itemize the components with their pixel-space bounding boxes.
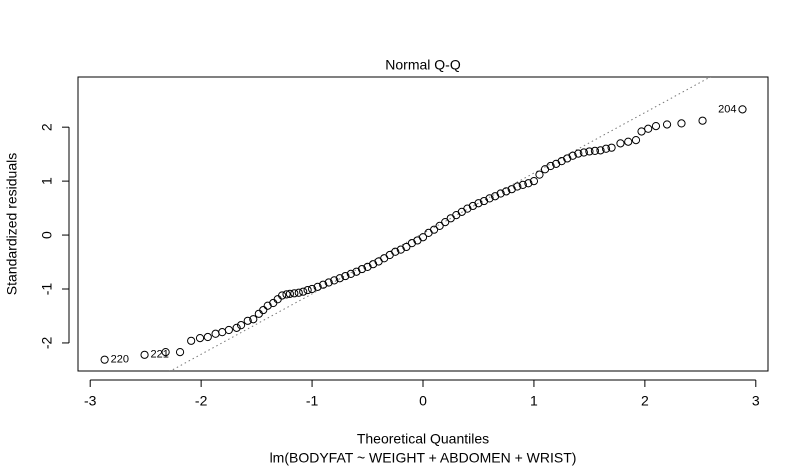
point (518, 180, 527, 189)
point (285, 289, 294, 298)
point (335, 274, 344, 283)
point (299, 287, 308, 296)
point (418, 233, 428, 242)
point (249, 315, 258, 324)
point (624, 137, 633, 146)
x-tick-label: 2 (641, 393, 649, 409)
point (187, 336, 196, 345)
point (616, 139, 625, 148)
point-label: 204 (718, 103, 736, 115)
point (303, 285, 312, 295)
point (698, 116, 707, 125)
point (243, 316, 252, 325)
point (546, 161, 555, 171)
point (596, 146, 605, 155)
subtitle: lm(BODYFAT ~ WEIGHT + ABDOMEN + WRIST) (270, 450, 577, 466)
point (391, 247, 400, 256)
point (330, 276, 339, 285)
point (294, 288, 303, 297)
point (282, 290, 291, 299)
y-tick-label: 2 (39, 123, 55, 131)
point (313, 282, 322, 291)
point (140, 350, 149, 359)
point (346, 269, 355, 278)
point (290, 289, 299, 298)
point (662, 120, 672, 129)
point (644, 124, 653, 133)
point (529, 177, 539, 186)
point (441, 218, 450, 227)
point (574, 149, 583, 158)
point (278, 291, 287, 300)
point (738, 105, 747, 114)
point (513, 182, 522, 191)
point (677, 119, 686, 128)
point (502, 187, 511, 196)
point (232, 323, 241, 332)
point-label: 221 (151, 349, 169, 361)
chart-title: Normal Q-Q (385, 57, 461, 73)
point (485, 194, 494, 203)
point (474, 199, 483, 208)
point (535, 170, 544, 179)
point (579, 148, 588, 157)
x-axis-label: Theoretical Quantiles (357, 431, 489, 447)
point (496, 189, 505, 198)
point (324, 278, 333, 287)
x-tick-label: 1 (530, 393, 538, 409)
point (175, 348, 185, 357)
point (601, 144, 611, 153)
x-tick-label: -1 (306, 393, 319, 409)
y-tick-label: -2 (39, 337, 55, 350)
y-tick-label: 1 (39, 177, 55, 185)
point (402, 242, 411, 252)
y-axis-label: Standardized residuals (4, 153, 20, 295)
point (524, 179, 533, 188)
x-tick-label: 3 (752, 393, 760, 409)
point (651, 121, 661, 131)
y-tick-label: 0 (39, 231, 55, 239)
point (631, 136, 641, 145)
x-tick-label: -2 (195, 393, 208, 409)
y-tick-label: -1 (39, 283, 55, 296)
point (607, 143, 616, 152)
point (585, 147, 594, 156)
point (357, 264, 367, 274)
x-tick-label: 0 (419, 393, 427, 409)
point (590, 146, 600, 156)
point (224, 325, 233, 335)
point-label: 220 (111, 354, 129, 366)
point (100, 355, 109, 364)
point (341, 271, 350, 281)
point (435, 221, 444, 230)
point (236, 321, 246, 330)
point (429, 225, 439, 234)
plot-box (77, 76, 769, 372)
point (203, 332, 212, 342)
point (195, 333, 205, 343)
point (319, 280, 328, 289)
point (568, 151, 577, 160)
point (307, 284, 317, 294)
point (161, 348, 170, 357)
point (259, 305, 268, 315)
x-tick-label: -3 (84, 393, 97, 409)
